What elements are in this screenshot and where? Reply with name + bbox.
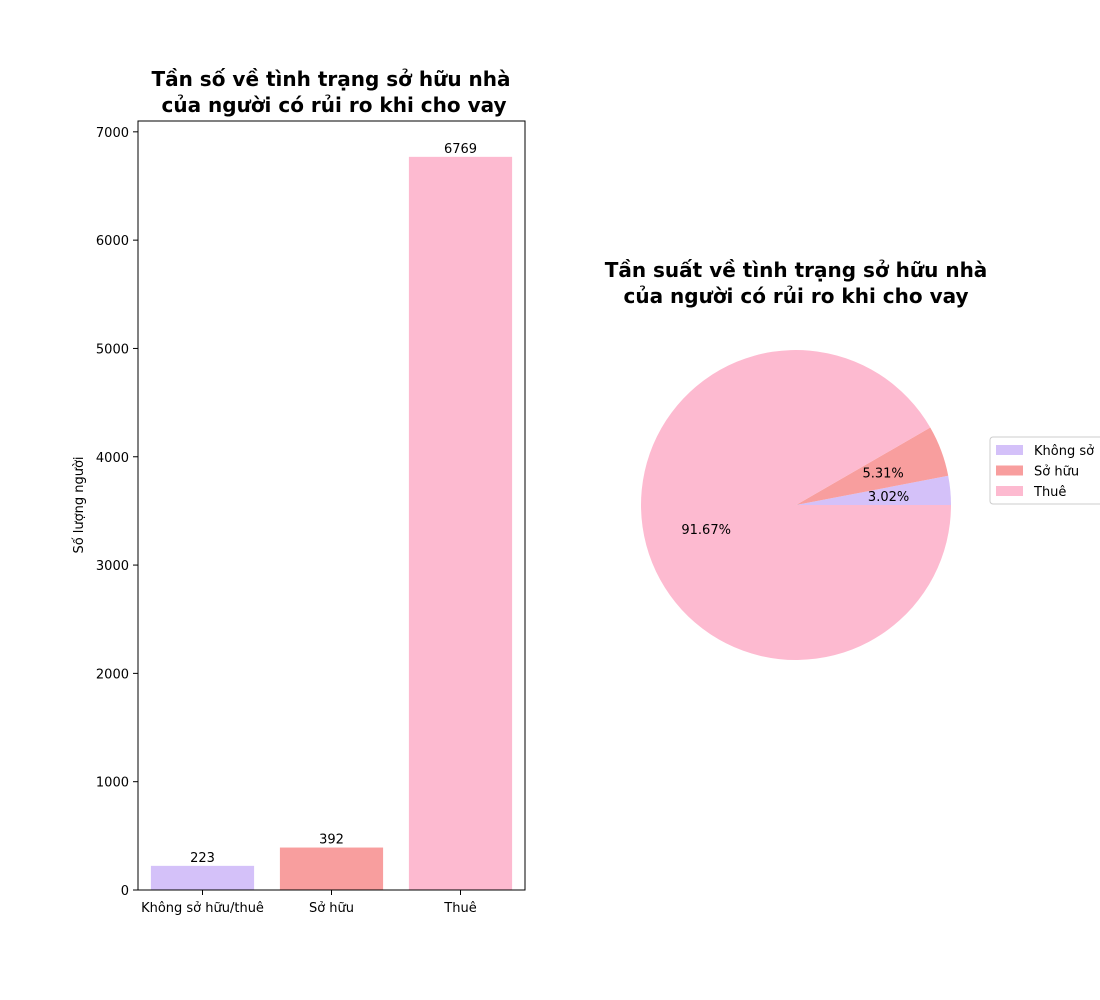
bar-value-label: 392 (319, 833, 344, 848)
pie-slice (796, 427, 949, 505)
bar-x-ticks: Không sở hữu/thuê Sở hữu Thuê (141, 890, 477, 916)
bar-value-label: 6769 (444, 142, 477, 157)
bar-y-tick-label: 0 (121, 884, 129, 899)
bar-value-label: 223 (190, 851, 215, 866)
bar-marks: 223 392 6769 (150, 142, 513, 890)
pie-legend-label: Thuê (1033, 485, 1066, 500)
bar-x-tick-label: Sở hữu (309, 901, 354, 916)
bar (279, 847, 384, 890)
bar-chart-title-line-1: Tần số về tình trạng sở hữu nhà (151, 67, 510, 91)
bar-chart-title-line-2: của người có rủi ro khi cho vay (161, 93, 506, 117)
pie-percent-labels: 3.02% 5.31% 91.67% (681, 467, 909, 539)
bar-x-tick-label: Không sở hữu/thuê (141, 901, 264, 916)
bar (150, 865, 255, 890)
bar-y-tick-label: 2000 (96, 667, 129, 682)
bar-y-tick-label: 5000 (96, 342, 129, 357)
pie-slice (641, 349, 951, 660)
pie-percent-label: 3.02% (868, 490, 909, 505)
pie-slice (796, 475, 951, 505)
pie-chart-title-line-1: Tần suất về tình trạng sở hữu nhà (605, 258, 988, 282)
bar-y-axis-label: Số lượng người (72, 456, 87, 553)
pie-legend-items: Không sở Sở hữu Thuê (996, 444, 1094, 500)
pie-percent-label: 5.31% (862, 467, 903, 482)
pie-slices (641, 349, 951, 660)
bar-y-tick-label: 7000 (96, 126, 129, 141)
bar-y-tick-label: 3000 (96, 559, 129, 574)
pie-legend-swatch (996, 445, 1023, 455)
bar-y-tick-label: 6000 (96, 234, 129, 249)
pie-percent-label: 91.67% (681, 523, 731, 538)
bar-y-tick-label: 1000 (96, 776, 129, 791)
bar-x-tick-label: Thuê (443, 901, 476, 916)
bar-y-tick-label: 4000 (96, 451, 129, 466)
pie-chart-title-line-2: của người có rủi ro khi cho vay (623, 284, 968, 308)
bar-chart: Tần số về tình trạng sở hữu nhà của ngườ… (72, 67, 526, 916)
pie-legend: Không sở Sở hữu Thuê (989, 436, 1100, 505)
pie-legend-label: Không sở (1034, 444, 1094, 459)
bar (408, 156, 513, 890)
pie-chart: Tần suất về tình trạng sở hữu nhà của ng… (605, 258, 1100, 660)
bar-axes-frame (137, 120, 526, 891)
pie-legend-label: Sở hữu (1034, 465, 1079, 480)
bar-y-ticks: 0 1000 2000 3000 4000 5000 6000 7000 (96, 126, 138, 899)
pie-legend-swatch (996, 465, 1023, 476)
pie-legend-swatch (996, 486, 1023, 496)
